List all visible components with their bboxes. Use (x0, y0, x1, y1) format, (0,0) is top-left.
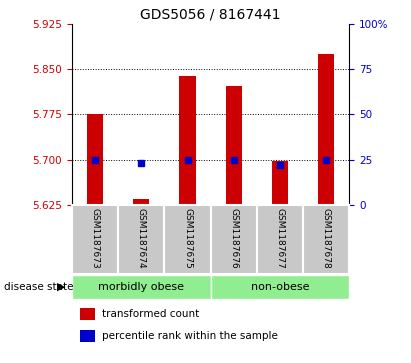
Text: GSM1187674: GSM1187674 (137, 208, 146, 269)
Bar (211, 205, 257, 274)
Text: GSM1187673: GSM1187673 (90, 208, 99, 269)
Bar (272, 161, 288, 205)
Text: transformed count: transformed count (102, 309, 200, 319)
Bar (180, 76, 196, 205)
Text: non-obese: non-obese (251, 282, 309, 291)
Bar (72, 276, 211, 299)
Text: ▶: ▶ (58, 282, 66, 292)
Bar (226, 86, 242, 205)
Text: GSM1187675: GSM1187675 (183, 208, 192, 269)
Text: morbidly obese: morbidly obese (98, 282, 184, 291)
Bar (164, 205, 211, 274)
Bar (133, 199, 149, 205)
Bar (211, 276, 349, 299)
Text: disease state: disease state (4, 282, 74, 292)
Bar (318, 54, 334, 205)
Title: GDS5056 / 8167441: GDS5056 / 8167441 (141, 7, 281, 21)
Text: GSM1187678: GSM1187678 (322, 208, 331, 269)
Bar (118, 205, 164, 274)
Text: GSM1187676: GSM1187676 (229, 208, 238, 269)
Bar (257, 205, 303, 274)
Text: GSM1187677: GSM1187677 (275, 208, 284, 269)
Bar (80, 330, 95, 342)
Text: percentile rank within the sample: percentile rank within the sample (102, 331, 278, 341)
Bar (87, 114, 103, 205)
Bar (303, 205, 349, 274)
Bar (72, 205, 118, 274)
Bar (80, 308, 95, 321)
